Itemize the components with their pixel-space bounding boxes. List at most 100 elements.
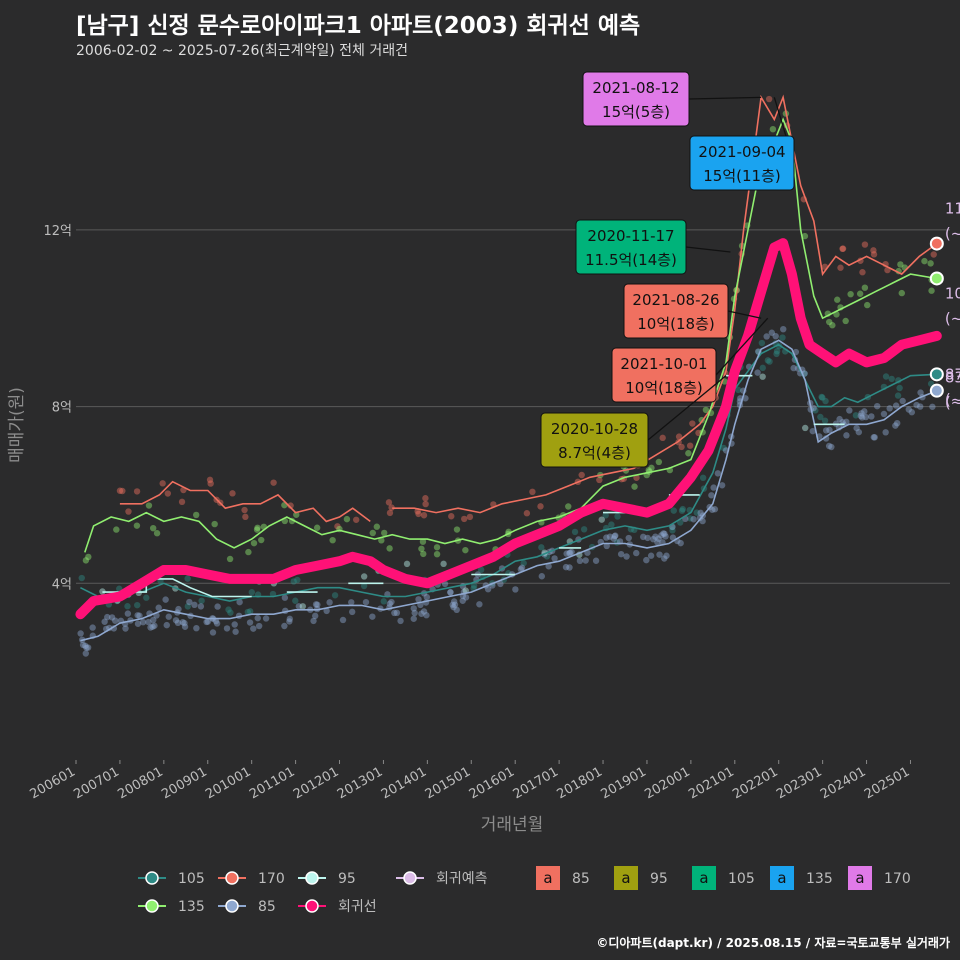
data-point [870, 247, 877, 254]
data-point [758, 339, 766, 347]
data-point [913, 401, 920, 409]
data-point [709, 506, 716, 513]
data-point [842, 317, 849, 325]
data-point [134, 601, 141, 609]
data-point [708, 492, 715, 499]
data-point [687, 515, 694, 522]
data-point [477, 566, 485, 573]
data-point [197, 603, 205, 610]
data-point [837, 264, 844, 271]
data-point [250, 539, 258, 547]
data-point [801, 232, 809, 240]
legend-box-key [536, 866, 560, 890]
data-point [592, 557, 600, 564]
data-point [582, 557, 589, 564]
data-point [172, 617, 180, 624]
annotation-leader [688, 96, 762, 100]
data-point [859, 269, 866, 276]
y-tick-label: 4억 [52, 577, 72, 592]
data-point [772, 332, 779, 340]
data-point [213, 620, 221, 627]
data-point [640, 533, 647, 541]
data-point [853, 424, 860, 432]
annotation-price: 15억(11층) [703, 167, 780, 185]
data-point [686, 442, 694, 449]
data-point [610, 535, 618, 542]
data-point [648, 464, 655, 472]
legend-box-key [692, 866, 716, 890]
legend: 105 170 95 회귀예측 135 85 회귀선 a 85 a 95 a 105 a 135 a 170 [138, 866, 911, 915]
data-point [250, 625, 257, 632]
x-tick-label: 201601 [467, 764, 517, 802]
annotation-date: 2021-09-04 [698, 143, 785, 161]
data-point [617, 550, 625, 558]
data-point [77, 630, 84, 637]
data-point [294, 576, 301, 584]
data-point [847, 290, 854, 298]
legend-box-letter: a [855, 869, 864, 887]
data-point [246, 619, 254, 626]
data-point [870, 434, 877, 441]
data-point [207, 480, 214, 487]
data-point [104, 613, 111, 621]
data-point [423, 593, 431, 601]
end-marker-170 [929, 236, 944, 251]
data-point [255, 622, 263, 630]
data-point [134, 612, 141, 619]
data-point [380, 598, 387, 605]
data-point [136, 612, 143, 619]
annotation-box [575, 219, 687, 275]
data-point [244, 608, 252, 616]
x-tick-label: 202001 [642, 764, 692, 802]
data-point [175, 605, 182, 613]
data-point [334, 523, 341, 530]
annotation-date: 2021-10-01 [620, 355, 707, 373]
data-point [85, 553, 92, 561]
data-point [448, 513, 455, 520]
data-point [780, 325, 787, 333]
data-point [460, 515, 468, 523]
annotation-price: 10억(18층) [625, 379, 702, 397]
data-point [892, 402, 900, 409]
data-point [415, 596, 422, 603]
data-point [689, 420, 696, 427]
data-point [411, 609, 418, 617]
data-point [410, 615, 417, 622]
data-point [125, 508, 132, 515]
data-point [497, 580, 504, 588]
data-point [679, 505, 686, 513]
data-point [518, 564, 526, 571]
data-point [543, 553, 551, 560]
data-point [644, 534, 651, 542]
data-point [178, 498, 186, 506]
data-point [236, 598, 243, 606]
data-point [809, 427, 816, 435]
data-point [663, 552, 670, 559]
legend-key-dot [403, 871, 417, 885]
data-point [198, 597, 205, 604]
chart-title: [남구] 신정 문수로아이파크1 아파트(2003) 회귀선 예측 [76, 13, 641, 39]
end-marker-105 [929, 367, 944, 382]
data-point [286, 615, 293, 623]
data-point [403, 560, 411, 568]
legend-label: 170 [258, 871, 285, 887]
data-point [720, 444, 727, 452]
data-point [450, 603, 457, 611]
data-point [836, 415, 843, 423]
data-point [670, 507, 677, 514]
data-point [647, 552, 655, 559]
data-point [470, 582, 478, 589]
annotation-2020-11-17: 2020-11-17 11.5억(14층) [575, 219, 731, 275]
data-point [735, 386, 742, 394]
data-point [908, 409, 916, 416]
annotation-box [540, 412, 649, 468]
data-point [655, 535, 662, 542]
annotation-price: 11.5억(14층) [585, 251, 677, 269]
data-point [655, 458, 663, 466]
data-point [450, 598, 458, 605]
data-point [84, 644, 92, 651]
legend-box-key [614, 866, 638, 890]
data-point [287, 502, 294, 509]
x-tick-label: 202101 [686, 764, 736, 802]
data-point [843, 418, 850, 425]
